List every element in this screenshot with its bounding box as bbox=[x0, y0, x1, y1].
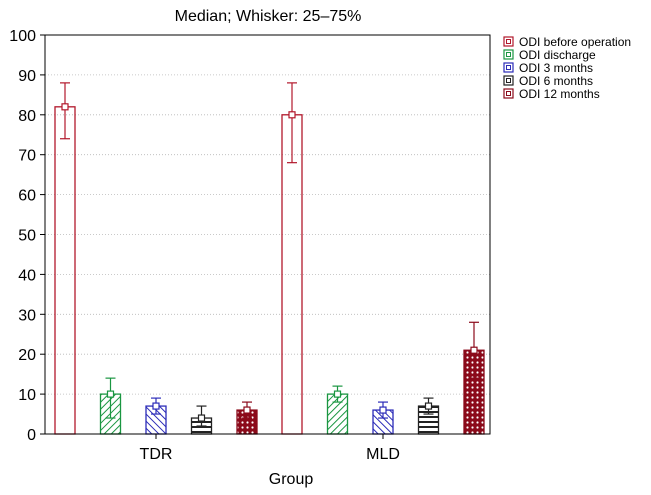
legend-label: ODI discharge bbox=[519, 48, 596, 62]
median-marker bbox=[470, 346, 478, 354]
median-marker bbox=[288, 111, 296, 119]
median-marker bbox=[424, 402, 433, 410]
median-marker bbox=[106, 390, 115, 398]
median-marker bbox=[197, 414, 206, 422]
legend-swatch bbox=[503, 36, 514, 47]
median-marker bbox=[243, 406, 251, 414]
legend-swatch bbox=[503, 75, 514, 86]
legend-label: ODI 12 months bbox=[519, 87, 600, 101]
legend-swatch-marker bbox=[506, 39, 511, 44]
whiskers bbox=[60, 82, 479, 427]
legend-label: ODI before operation bbox=[519, 35, 631, 49]
median-marker bbox=[333, 390, 342, 398]
y-tick-label: 90 bbox=[18, 68, 36, 85]
y-tick-label: 50 bbox=[18, 228, 36, 245]
y-tick-label: 10 bbox=[18, 387, 36, 404]
x-category-label: MLD bbox=[366, 446, 400, 463]
x-category-label: TDR bbox=[140, 446, 173, 463]
legend-swatch-marker bbox=[506, 52, 511, 57]
legend-label: ODI 6 months bbox=[519, 74, 593, 88]
y-tick-label: 80 bbox=[18, 108, 36, 125]
legend-swatch-marker bbox=[506, 78, 511, 83]
y-tick-label: 60 bbox=[18, 188, 36, 205]
chart-title: Median; Whisker: 25–75% bbox=[175, 8, 362, 25]
legend-swatch bbox=[503, 49, 514, 60]
y-tick-label: 40 bbox=[18, 267, 36, 284]
legend-swatch-marker bbox=[506, 91, 511, 96]
y-tick-label: 100 bbox=[9, 28, 36, 45]
legend-swatch bbox=[503, 62, 514, 73]
legend-label: ODI 3 months bbox=[519, 61, 593, 75]
gridlines bbox=[45, 74, 490, 395]
x-axis-categories: TDR MLD bbox=[140, 434, 400, 463]
y-axis-ticks: 0 10 20 30 40 50 60 70 80 90 100 bbox=[9, 28, 45, 444]
bar-tdr-0 bbox=[54, 106, 76, 435]
y-tick-label: 20 bbox=[18, 347, 36, 364]
legend-swatch bbox=[503, 88, 514, 99]
legend-swatch-marker bbox=[506, 65, 511, 70]
x-axis-label: Group bbox=[269, 471, 314, 488]
y-tick-label: 30 bbox=[18, 307, 36, 324]
y-tick-label: 70 bbox=[18, 148, 36, 165]
y-tick-label: 0 bbox=[27, 427, 36, 444]
median-marker bbox=[379, 406, 387, 414]
median-marker bbox=[61, 103, 69, 111]
median-marker bbox=[152, 402, 160, 410]
bars bbox=[54, 106, 485, 435]
